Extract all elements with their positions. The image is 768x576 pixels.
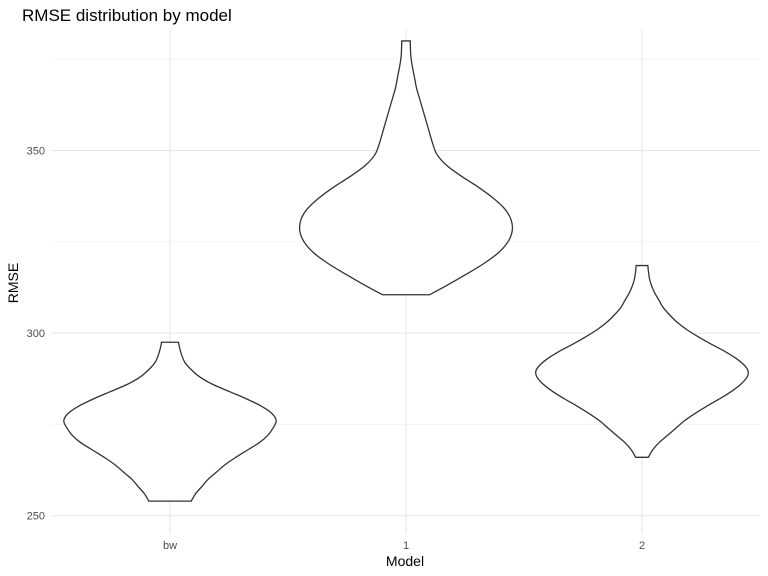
violins <box>63 40 750 502</box>
chart-title: RMSE distribution by model <box>22 6 232 25</box>
x-tick-label: 2 <box>639 540 645 552</box>
x-tick-label: 1 <box>403 540 409 552</box>
x-tick-label: bw <box>163 540 177 552</box>
violin-1 <box>298 40 514 296</box>
y-tick-label: 250 <box>27 511 45 523</box>
x-axis-title: Model <box>386 553 424 569</box>
violin-2 <box>534 264 750 458</box>
y-tick-label: 350 <box>27 146 45 158</box>
y-axis-title: RMSE <box>5 263 21 303</box>
violin-bw <box>63 341 277 502</box>
y-axis-ticks: 250 300 350 <box>27 146 45 523</box>
y-tick-label: 300 <box>27 328 45 340</box>
x-axis-ticks: bw 1 2 <box>163 540 645 552</box>
